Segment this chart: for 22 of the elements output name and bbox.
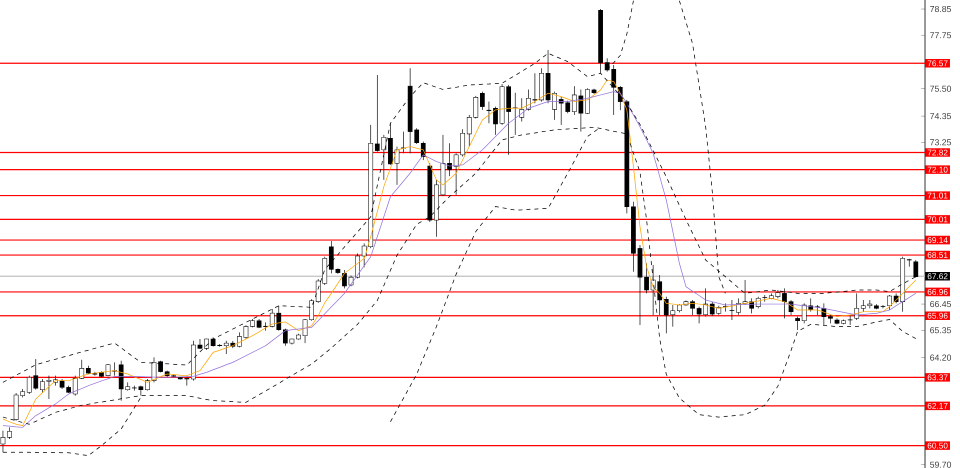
y-tick-label: 65.35 — [930, 327, 952, 334]
ref-line-label: 66.96 — [928, 289, 948, 295]
y-tick-label: 77.75 — [930, 32, 952, 38]
ref-line-label: 72.10 — [928, 166, 948, 173]
y-tick-label: 78.85 — [930, 6, 952, 12]
ref-line-label: 65.96 — [928, 312, 948, 319]
ref-line-label: 60.50 — [928, 442, 948, 449]
y-tick-label: 73.25 — [930, 139, 952, 146]
y-tick-label: 64.20 — [930, 354, 952, 361]
ref-line-label: 72.82 — [928, 150, 948, 156]
ref-line-label: 71.01 — [928, 192, 948, 199]
y-tick-label: 66.45 — [930, 301, 952, 308]
ref-line-label: 62.17 — [928, 402, 948, 409]
ref-line-label: 67.62 — [928, 273, 948, 280]
ref-line-label: 69.14 — [928, 237, 948, 243]
y-tick-label: 59.70 — [930, 462, 952, 468]
y-tick-label: 75.50 — [930, 86, 952, 92]
ref-line-label: 70.01 — [928, 216, 948, 222]
ref-line-label: 68.51 — [928, 252, 948, 258]
ref-line-label: 63.37 — [928, 374, 948, 380]
ref-line-label: 76.57 — [928, 60, 948, 66]
y-tick-label: 74.35 — [930, 113, 952, 120]
